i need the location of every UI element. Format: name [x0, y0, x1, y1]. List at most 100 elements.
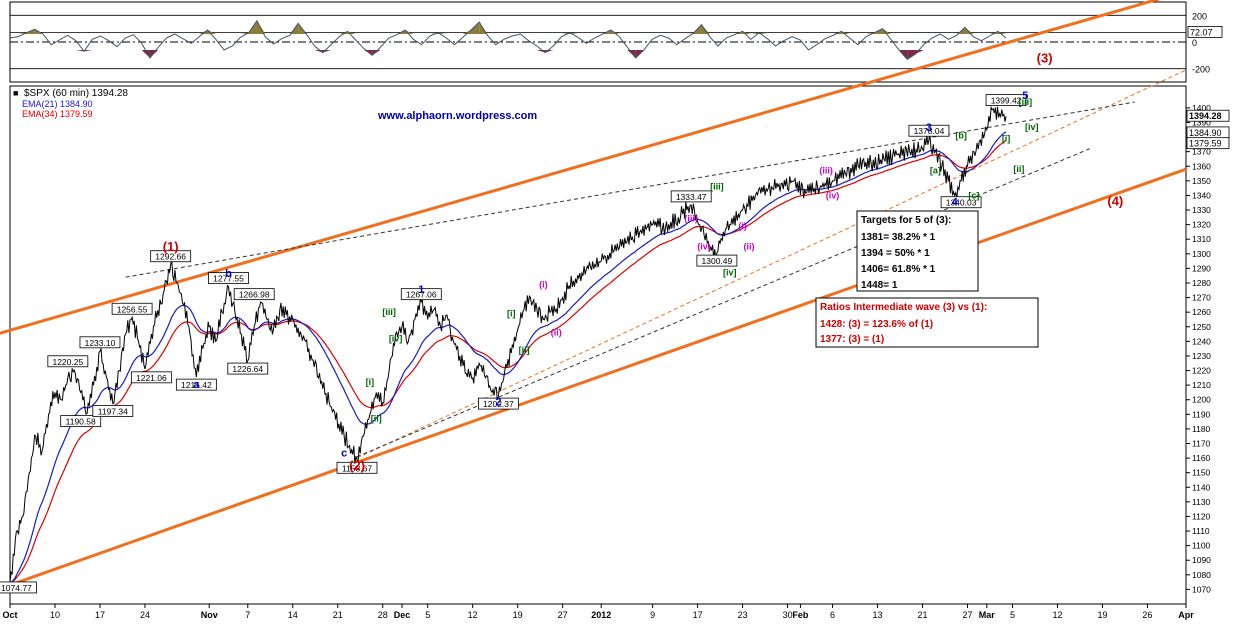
- x-tick-label: 27: [963, 610, 973, 620]
- wave-label: (i): [738, 221, 747, 231]
- wave-label: (iv): [697, 241, 711, 251]
- y-tick-label: 1320: [1192, 220, 1211, 230]
- x-tick-label: Nov: [201, 610, 218, 620]
- wave-label: b: [225, 268, 232, 280]
- wave-label: [ii]: [519, 345, 530, 355]
- targets-title: Targets for 5 of (3):: [861, 215, 951, 226]
- y-tick-label: 1400: [1192, 103, 1211, 113]
- channel-line: [0, 0, 1161, 335]
- ema34-line: [9, 139, 1007, 584]
- ratios-box: [815, 297, 1039, 348]
- wave-label: [iv]: [1025, 122, 1039, 132]
- price-callout-label: 1378.04: [914, 126, 945, 136]
- wave-label: (ii): [744, 241, 755, 251]
- x-tick-label: 9: [650, 610, 655, 620]
- osc-negative-fill: [84, 50, 93, 52]
- chart-title: $SPX (60 min) 1394.28: [24, 88, 128, 99]
- y-tick-label: 1190: [1192, 409, 1211, 419]
- x-tick-label: Mar: [979, 610, 996, 620]
- ratios-line: 1377: (3) = (1): [820, 334, 884, 345]
- osc-tick-label: -200: [1192, 65, 1210, 75]
- x-tick-label: 30: [783, 610, 793, 620]
- y-tick-label: 1330: [1192, 205, 1211, 215]
- wave-label: [i]: [1002, 133, 1011, 143]
- price-callout-label: 1233.10: [85, 338, 116, 348]
- osc-tick-label: 200: [1192, 11, 1207, 21]
- y-tick-label: 1280: [1192, 278, 1211, 288]
- last-price-label: 1394.28: [1189, 111, 1222, 121]
- price-callout-box: [400, 288, 442, 301]
- chart-type-icon: ■: [13, 88, 18, 98]
- osc-negative-fill: [363, 50, 373, 56]
- price-callout-box: [227, 362, 269, 375]
- wave-label: [iii]: [710, 182, 724, 192]
- y-tick-label: 1350: [1192, 176, 1211, 186]
- osc-value-box: [1187, 25, 1223, 38]
- wave-label: 3: [926, 122, 932, 134]
- osc-positive-fill: [833, 31, 842, 34]
- x-tick-label: 7: [245, 610, 250, 620]
- legend-ema34: EMA(34) 1379.59: [22, 109, 93, 119]
- osc-negative-fill: [141, 50, 150, 58]
- price-callout-box: [696, 254, 738, 267]
- price-callout-label: 1221.06: [136, 373, 167, 383]
- price-callout-label: 1333.47: [676, 192, 707, 202]
- x-tick-label: 17: [95, 610, 105, 620]
- osc-value-label: 72.07: [1190, 27, 1213, 37]
- y-tick-label: 1360: [1192, 161, 1211, 171]
- y-tick-label: 1180: [1192, 424, 1211, 434]
- osc-line: [9, 19, 1007, 60]
- wave-label: 1: [418, 284, 424, 296]
- price-callout-box: [150, 250, 192, 263]
- y-tick-label: 1370: [1192, 147, 1211, 157]
- y-tick-label: 1160: [1192, 453, 1211, 463]
- y-tick-label: 1230: [1192, 351, 1211, 361]
- price-callout-box: [208, 272, 249, 285]
- price-callout-label: 1340.03: [946, 198, 977, 208]
- price-callout-box: [477, 397, 519, 410]
- price-callout-label: 1190.58: [66, 417, 96, 427]
- price-callout-box: [111, 302, 153, 315]
- price-callout-box: [92, 404, 134, 417]
- osc-positive-fill: [882, 28, 891, 34]
- x-tick-label: 21: [333, 610, 343, 620]
- osc-tick-label: 0: [1192, 38, 1197, 48]
- x-tick-label: 10: [50, 610, 60, 620]
- last-price-label: 1379.59: [1189, 139, 1222, 149]
- osc-positive-fill: [199, 30, 208, 34]
- x-tick-label: 23: [738, 610, 748, 620]
- x-tick-label: 12: [1052, 610, 1062, 620]
- wave-label: (3): [1037, 51, 1053, 66]
- y-tick-label: 1300: [1192, 249, 1211, 259]
- ratios-line: 1428: (3) = 123.6% of (1): [820, 319, 933, 330]
- x-tick-label: 19: [1097, 610, 1107, 620]
- y-tick-label: 1080: [1192, 570, 1211, 580]
- wave-label: [iv]: [723, 268, 737, 278]
- wave-label: [i]: [507, 309, 516, 319]
- ema21-line: [9, 131, 1007, 583]
- price-callout-box: [908, 124, 950, 137]
- ratios-title: Ratios Intermediate wave (3) vs (1):: [820, 302, 987, 313]
- price-callout-label: 1158.67: [342, 463, 372, 473]
- osc-positive-fill: [610, 30, 620, 34]
- y-tick-label: 1130: [1192, 497, 1211, 507]
- x-tick-label: Dec: [394, 610, 411, 620]
- x-tick-label: Feb: [792, 610, 809, 620]
- wave-label: (iv): [826, 190, 840, 200]
- y-tick-label: 1250: [1192, 322, 1211, 332]
- price-callout-label: 1277.55: [213, 274, 244, 284]
- x-tick-label: 19: [513, 610, 523, 620]
- x-tick-label: 13: [873, 610, 883, 620]
- price-callout-label: 1220.25: [52, 357, 83, 367]
- y-tick-label: 1210: [1192, 380, 1211, 390]
- y-tick-label: 1200: [1192, 395, 1211, 405]
- price-callout-box: [175, 378, 217, 391]
- price-callout-box: [79, 336, 121, 349]
- price-callout-box: [47, 355, 89, 368]
- x-tick-label: 24: [140, 610, 150, 620]
- legend-ema21: EMA(21) 1384.90: [22, 99, 93, 109]
- wave-label: 5: [1022, 90, 1028, 102]
- x-tick-label: 21: [918, 610, 928, 620]
- y-tick-label: 1290: [1192, 263, 1211, 273]
